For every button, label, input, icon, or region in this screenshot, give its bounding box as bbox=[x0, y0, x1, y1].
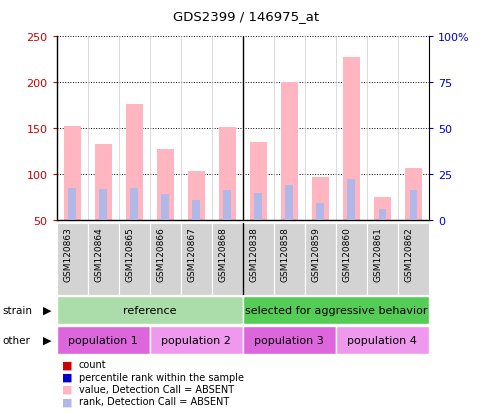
Bar bbox=[192, 201, 200, 221]
Bar bbox=[243, 223, 274, 295]
Bar bbox=[188, 171, 205, 221]
Text: ■: ■ bbox=[62, 372, 72, 382]
Text: GSM120865: GSM120865 bbox=[125, 227, 134, 281]
Bar bbox=[274, 223, 305, 295]
Text: value, Detection Call = ABSENT: value, Detection Call = ABSENT bbox=[79, 384, 234, 394]
Bar bbox=[336, 223, 367, 295]
Bar bbox=[223, 191, 231, 221]
Bar bbox=[254, 193, 262, 221]
Bar bbox=[305, 223, 336, 295]
Bar bbox=[95, 145, 112, 221]
Bar bbox=[312, 178, 329, 221]
Text: count: count bbox=[79, 359, 106, 369]
Bar bbox=[336, 326, 429, 354]
Text: population 4: population 4 bbox=[348, 335, 417, 345]
Bar bbox=[69, 189, 76, 221]
Bar bbox=[398, 223, 429, 295]
Bar bbox=[410, 191, 417, 221]
Bar bbox=[126, 105, 143, 221]
Text: GSM120860: GSM120860 bbox=[342, 227, 352, 281]
Bar bbox=[243, 296, 429, 324]
Bar bbox=[374, 198, 391, 221]
Bar bbox=[150, 223, 181, 295]
Bar bbox=[348, 180, 355, 221]
Text: rank, Detection Call = ABSENT: rank, Detection Call = ABSENT bbox=[79, 396, 229, 406]
Text: strain: strain bbox=[2, 305, 33, 315]
Text: ■: ■ bbox=[62, 396, 72, 406]
Bar bbox=[243, 326, 336, 354]
Bar bbox=[317, 204, 324, 221]
Text: GSM120859: GSM120859 bbox=[312, 227, 320, 281]
Text: population 2: population 2 bbox=[161, 335, 231, 345]
Text: population 3: population 3 bbox=[254, 335, 324, 345]
Bar bbox=[367, 223, 398, 295]
Text: ■: ■ bbox=[62, 359, 72, 369]
Bar bbox=[57, 223, 88, 295]
Bar bbox=[219, 128, 236, 221]
Bar bbox=[212, 223, 243, 295]
Bar bbox=[157, 149, 174, 221]
Text: GSM120862: GSM120862 bbox=[404, 227, 414, 281]
Text: GSM120863: GSM120863 bbox=[63, 227, 72, 281]
Text: ▶: ▶ bbox=[43, 305, 52, 315]
Bar bbox=[57, 296, 243, 324]
Bar bbox=[281, 83, 298, 221]
Bar bbox=[119, 223, 150, 295]
Bar bbox=[285, 185, 293, 221]
Bar bbox=[130, 189, 138, 221]
Text: GSM120861: GSM120861 bbox=[373, 227, 383, 281]
Text: GSM120838: GSM120838 bbox=[249, 227, 258, 281]
Text: population 1: population 1 bbox=[69, 335, 138, 345]
Bar bbox=[150, 326, 243, 354]
Text: reference: reference bbox=[123, 305, 176, 315]
Bar bbox=[57, 326, 150, 354]
Text: percentile rank within the sample: percentile rank within the sample bbox=[79, 372, 244, 382]
Bar bbox=[250, 143, 267, 221]
Text: GSM120866: GSM120866 bbox=[156, 227, 165, 281]
Bar bbox=[405, 169, 422, 221]
Text: ■: ■ bbox=[62, 384, 72, 394]
Bar bbox=[343, 58, 360, 221]
Text: selected for aggressive behavior: selected for aggressive behavior bbox=[245, 305, 427, 315]
Text: other: other bbox=[2, 335, 31, 345]
Text: GSM120868: GSM120868 bbox=[218, 227, 227, 281]
Bar bbox=[100, 190, 107, 221]
Bar bbox=[64, 126, 81, 221]
Bar bbox=[379, 210, 386, 221]
Text: GSM120858: GSM120858 bbox=[281, 227, 289, 281]
Bar bbox=[161, 194, 169, 221]
Bar bbox=[181, 223, 212, 295]
Text: GSM120867: GSM120867 bbox=[187, 227, 196, 281]
Text: ▶: ▶ bbox=[43, 335, 52, 345]
Text: GDS2399 / 146975_at: GDS2399 / 146975_at bbox=[174, 10, 319, 23]
Bar bbox=[88, 223, 119, 295]
Text: GSM120864: GSM120864 bbox=[94, 227, 103, 281]
